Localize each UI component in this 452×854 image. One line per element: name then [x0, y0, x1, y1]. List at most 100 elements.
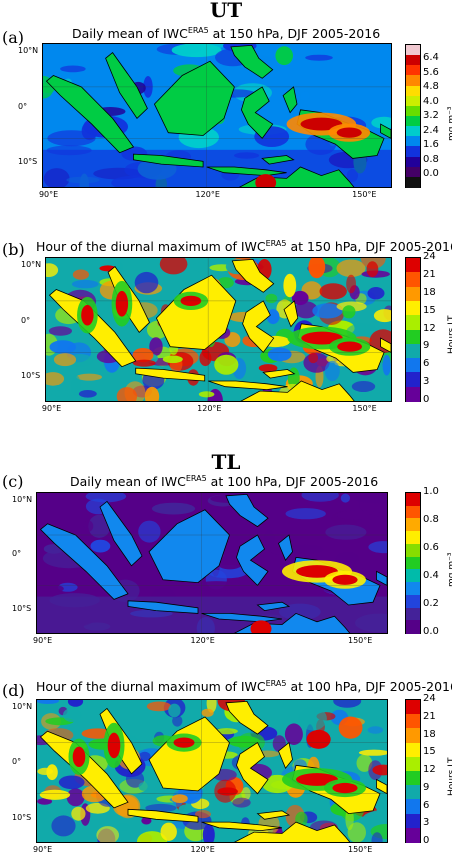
field-patch: [306, 729, 331, 749]
coastline-borneo: [148, 716, 230, 792]
colorbar-segment: [406, 543, 420, 558]
field-patch: [146, 701, 172, 712]
coastline-sulawesi: [240, 86, 274, 140]
field-patch: [258, 364, 278, 373]
colorbar-tick-label: 4.8: [423, 81, 439, 93]
coastline-sols: [376, 778, 387, 795]
colorbar-tick-label: 0: [423, 394, 430, 405]
lon-tick-label: 90°E: [41, 404, 62, 413]
field-patch: [367, 287, 385, 300]
colorbar: [405, 44, 421, 188]
map-panel-d: [36, 699, 388, 843]
colorbar-tick-label: 24: [423, 693, 436, 704]
panel-title: Daily mean of IWCERA5 at 100 hPa, DJF 20…: [70, 474, 378, 489]
colorbar-segment: [406, 799, 420, 815]
field-patch: [263, 529, 275, 551]
field-patch: [371, 116, 391, 129]
field-patch: [51, 815, 76, 837]
field-patch: [294, 301, 318, 319]
colorbar-tick-label: 6: [423, 799, 430, 811]
colorbar-tick-label: 3: [423, 817, 430, 829]
field-patch: [291, 290, 309, 306]
coastline-phil: [225, 700, 269, 735]
field-patch: [367, 726, 384, 734]
field-patch: [336, 259, 366, 278]
field-patch: [214, 779, 237, 803]
lat-tick-label: 0°: [21, 315, 31, 325]
field-patch: [191, 581, 242, 592]
colorbar-segment: [406, 300, 420, 316]
lon-tick-label: 120°E: [195, 190, 220, 199]
coastline-sols: [380, 123, 391, 139]
field-patch: [308, 258, 326, 279]
lat-tick-label: 0°: [18, 101, 28, 111]
colorbar-segment: [406, 176, 420, 188]
lon-tick-label: 120°E: [190, 636, 215, 645]
coastline-phil: [225, 493, 269, 528]
colorbar-segment: [406, 372, 420, 388]
coastline-java: [127, 808, 199, 823]
field-patch: [90, 539, 111, 553]
panel-label: (a): [2, 28, 25, 47]
colorbar-segment: [406, 505, 420, 520]
lat-tick-label: 10°N: [21, 259, 42, 269]
field-patch: [198, 391, 215, 398]
field-patch: [266, 309, 280, 325]
lat-tick-label: 0°: [12, 549, 22, 559]
field-patch: [283, 273, 297, 298]
colorbar-tick-label: 0.8: [423, 153, 439, 165]
field-patch: [178, 804, 192, 814]
coastline-phil: [230, 44, 274, 79]
field-patch: [138, 520, 161, 543]
colorbar-segment: [406, 594, 420, 609]
colorbar-segment: [406, 116, 420, 127]
field-patch: [324, 360, 340, 382]
title-text: Hour of the diurnal maximum of IWC: [36, 239, 266, 255]
field-patch: [48, 326, 72, 336]
field-patch: [267, 347, 292, 362]
coastline-timor: [262, 369, 296, 379]
coastline-austr: [240, 380, 355, 401]
coastline-sulawesi: [242, 300, 275, 354]
field-patch: [216, 555, 244, 570]
title-superscript: ERA5: [185, 474, 207, 483]
field-patch: [195, 810, 211, 819]
field-patch: [275, 46, 293, 66]
field-patch: [335, 552, 360, 566]
field-patch: [366, 261, 379, 278]
colorbar-tick-label: 15: [423, 304, 436, 316]
colorbar: [405, 257, 421, 402]
field-patch: [191, 262, 210, 272]
colorbar-segment: [406, 386, 420, 402]
field-patch: [141, 816, 152, 825]
field-patch: [39, 789, 71, 800]
field-patch: [368, 541, 387, 554]
field-patch: [125, 770, 145, 788]
colorbar-tick-label: 0.6: [423, 542, 439, 553]
field-patch: [37, 767, 53, 775]
field-patch: [359, 493, 387, 517]
field-patch: [116, 387, 138, 401]
coastline-sulawesi: [236, 742, 269, 795]
field-patch: [149, 337, 163, 356]
field-patch: [37, 700, 59, 704]
field-patch: [301, 493, 339, 502]
title-text: at 150 hPa, DJF 2005-2016: [208, 26, 381, 42]
colorbar-segment: [406, 556, 420, 571]
field-patch: [53, 353, 77, 367]
field-patch: [358, 749, 387, 756]
lon-tick-label: 120°E: [197, 404, 222, 413]
field-patch: [50, 390, 75, 397]
lat-tick-label: 10°S: [18, 157, 38, 167]
field-patch: [132, 348, 154, 363]
colorbar-segment: [406, 728, 420, 744]
coastline-timor: [256, 810, 291, 820]
lat-tick-label: 10°N: [12, 701, 33, 711]
colorbar-segment: [406, 105, 420, 117]
field-patch: [373, 309, 391, 323]
colorbar-tick-label: 21: [423, 268, 436, 280]
colorbar-tick-label: 9: [423, 340, 430, 352]
field-patch: [66, 788, 85, 807]
colorbar-tick-label: 0.2: [423, 598, 439, 609]
colorbar-unit-label: mg m⁻³: [447, 552, 452, 588]
